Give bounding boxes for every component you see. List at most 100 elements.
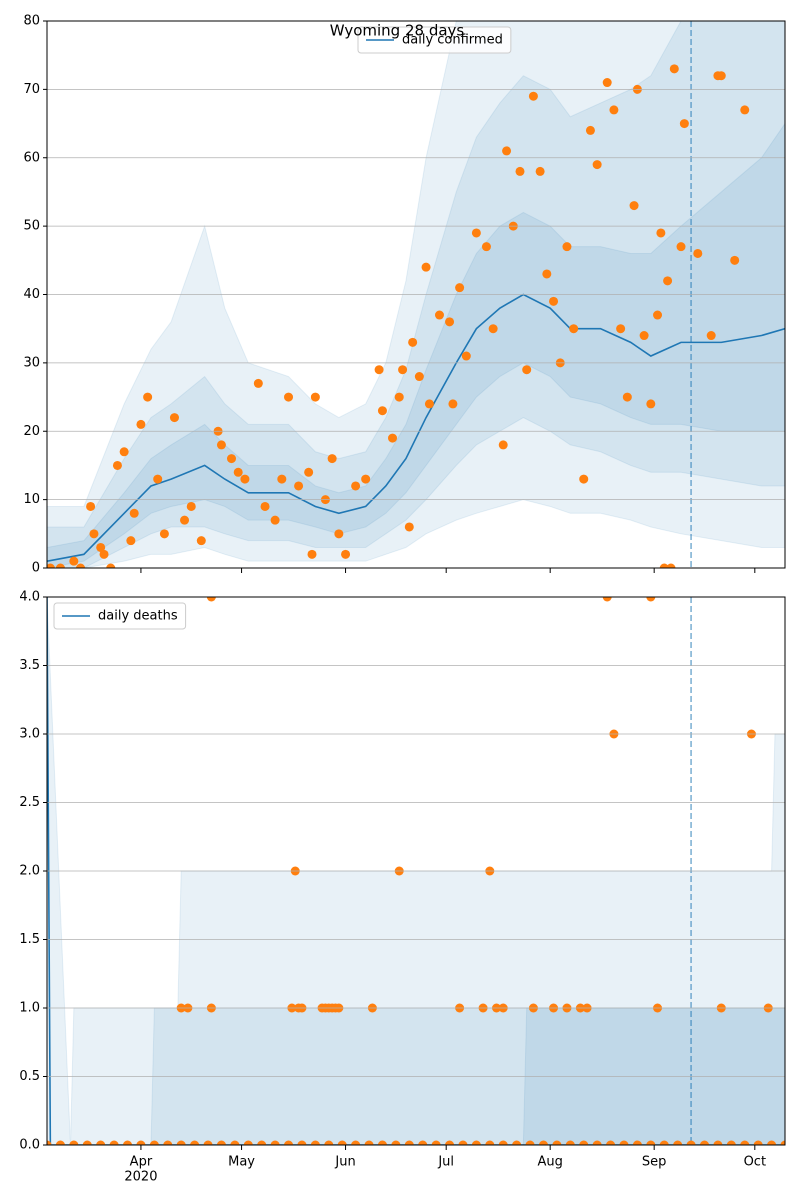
data-point	[388, 433, 398, 443]
y-tick-label: 10	[23, 492, 40, 507]
data-point	[260, 501, 270, 511]
data-point	[206, 597, 216, 602]
y-tick-label: 20	[23, 424, 40, 439]
data-point	[445, 317, 455, 327]
data-point	[471, 228, 481, 238]
x-tick-label: Jun	[334, 1155, 355, 1170]
y-tick-label: 60	[23, 150, 40, 165]
data-point	[76, 563, 86, 568]
y-tick-label: 3.0	[19, 727, 40, 742]
data-point	[780, 1140, 785, 1145]
data-point	[89, 529, 99, 539]
data-point	[522, 365, 532, 375]
data-point	[294, 481, 304, 491]
data-point	[310, 392, 320, 402]
data-point	[646, 1140, 656, 1145]
data-point	[82, 1140, 92, 1145]
data-point	[324, 1140, 334, 1145]
data-point	[686, 1140, 696, 1145]
data-point	[374, 365, 384, 375]
data-point	[169, 413, 179, 423]
data-point	[243, 1140, 253, 1145]
data-point	[377, 1140, 387, 1145]
data-point	[552, 1140, 562, 1145]
data-point	[515, 166, 525, 176]
data-point	[602, 597, 612, 602]
data-point	[176, 1140, 186, 1145]
data-point	[270, 515, 280, 525]
data-point	[579, 474, 589, 484]
data-point	[659, 563, 669, 568]
data-point	[699, 1140, 709, 1145]
data-point	[418, 1140, 428, 1145]
line	[47, 597, 785, 1145]
data-point	[659, 1140, 669, 1145]
data-point	[498, 1140, 508, 1145]
x-tick-label: May	[228, 1155, 255, 1170]
data-point	[55, 1140, 65, 1145]
data-point	[753, 1140, 763, 1145]
data-point	[716, 71, 726, 81]
plot-area	[47, 21, 785, 568]
data-point	[481, 242, 491, 252]
x-tick-label: Apr	[130, 1155, 153, 1170]
data-point	[351, 1140, 361, 1145]
data-point	[106, 563, 116, 568]
x-tick-label: Sep	[642, 1155, 667, 1170]
data-point	[351, 481, 361, 491]
data-point	[535, 166, 545, 176]
y-tick-label: 0	[32, 561, 40, 576]
data-point	[284, 1140, 294, 1145]
data-point	[334, 529, 344, 539]
line	[47, 293, 785, 562]
data-point	[616, 324, 626, 334]
y-tick-label: 2.0	[19, 864, 40, 879]
data-point	[337, 1140, 347, 1145]
data-point	[203, 1140, 213, 1145]
data-point	[408, 337, 418, 347]
data-point	[404, 1140, 414, 1145]
data-point	[669, 64, 679, 74]
data-point	[666, 563, 676, 568]
data-point	[632, 1140, 642, 1145]
data-point	[562, 242, 572, 252]
data-point	[602, 78, 612, 88]
data-point	[619, 1140, 629, 1145]
data-point	[196, 536, 206, 546]
data-point	[653, 310, 663, 320]
data-point	[461, 351, 471, 361]
data-point	[230, 1140, 240, 1145]
data-point	[86, 501, 96, 511]
data-point	[304, 467, 314, 477]
confidence-band	[47, 1007, 785, 1145]
data-point	[310, 1140, 320, 1145]
x-year-label: 2020	[124, 1170, 157, 1185]
data-point	[398, 365, 408, 375]
data-point	[445, 1140, 455, 1145]
data-point	[498, 440, 508, 450]
data-point	[663, 276, 673, 286]
data-point	[190, 1140, 200, 1145]
data-point	[186, 501, 196, 511]
data-point	[129, 508, 139, 518]
data-point	[163, 1140, 173, 1145]
data-point	[270, 1140, 280, 1145]
data-point	[307, 549, 317, 559]
data-point	[69, 556, 79, 566]
data-point	[69, 1140, 79, 1145]
data-point	[96, 542, 106, 552]
data-point	[512, 1140, 522, 1145]
data-point	[424, 399, 434, 409]
data-point	[233, 467, 243, 477]
data-point	[528, 91, 538, 101]
data-point	[99, 549, 109, 559]
data-point	[119, 447, 129, 457]
y-tick-label: 40	[23, 287, 40, 302]
data-point	[646, 597, 656, 602]
y-tick-label: 0.5	[19, 1069, 40, 1084]
data-point	[730, 255, 740, 265]
data-point	[216, 440, 226, 450]
data-point	[153, 474, 163, 484]
data-point	[394, 392, 404, 402]
data-point	[585, 125, 595, 135]
